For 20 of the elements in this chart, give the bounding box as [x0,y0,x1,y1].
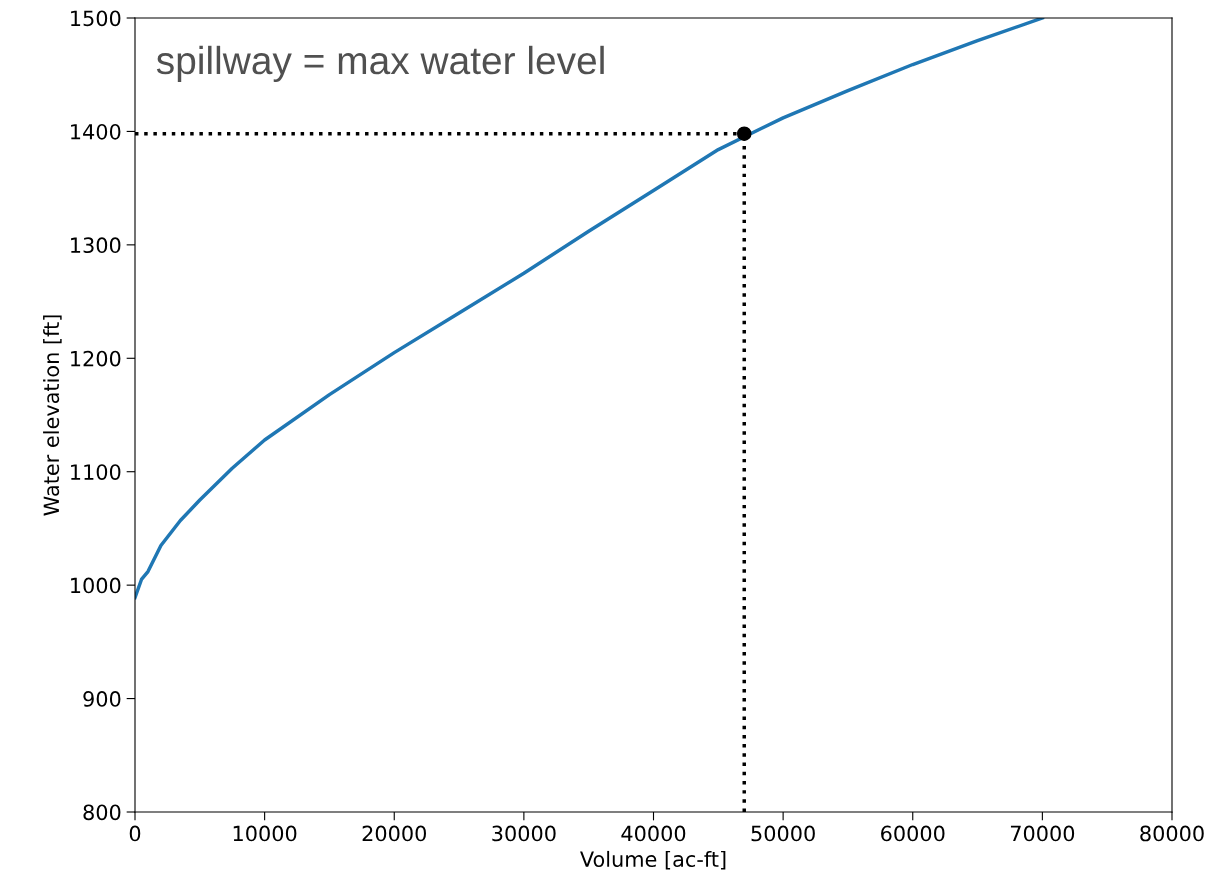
annotation: spillway = max water level [156,45,604,83]
x-tick-label: 70000 [1010,825,1075,842]
y-tick-label: 1300 [71,237,121,254]
x-tick-label: 60000 [881,825,945,842]
y-tick-label: 1100 [71,464,121,480]
x-tick-label: 80000 [1140,825,1204,842]
x-tick-label: 10000 [233,825,297,842]
x-tick-label: 0 [129,825,141,842]
x-tick-label: 30000 [492,825,556,842]
y-axis-title: Water elevation [ft] [43,315,62,516]
y-tick-label: 900 [83,691,121,707]
x-tick-label: 20000 [362,825,426,842]
x-axis-title: Volume [ac-ft] [580,850,726,870]
x-tick-label: 40000 [621,825,686,842]
y-tick-label: 1500 [71,10,121,27]
y-tick-label: 1000 [71,577,121,594]
y-tick-label: 1200 [71,350,121,367]
y-tick-label: 1400 [71,123,121,140]
x-tick-label: 50000 [751,825,815,842]
y-tick-label: 800 [83,804,121,821]
